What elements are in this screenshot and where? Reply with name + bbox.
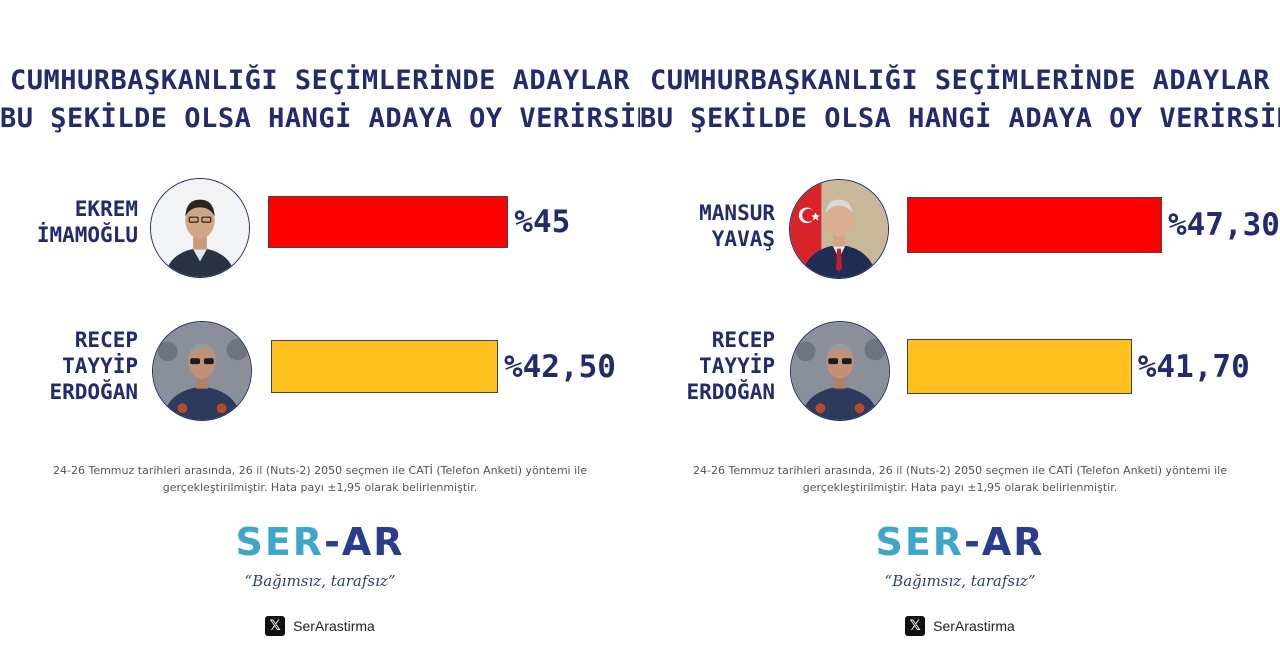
candidate-name-line: TAYYİP bbox=[699, 354, 775, 378]
note-line-2: gerçekleştirilmiştir. Hata payı ±1,95 ol… bbox=[802, 481, 1118, 494]
portrait-icon bbox=[151, 179, 249, 277]
candidate-name: MANSUR YAVAŞ bbox=[699, 200, 775, 252]
title-line-1: CUMHURBAŞKANLIĞI SEÇİMLERİNDE ADAYLAR bbox=[650, 65, 1270, 96]
chart-title: CUMHURBAŞKANLIĞI SEÇİMLERİNDE ADAYLAR BU… bbox=[640, 62, 1280, 138]
title-line-1: CUMHURBAŞKANLIĞI SEÇİMLERİNDE ADAYLAR bbox=[10, 65, 630, 96]
poll-panel-right: CUMHURBAŞKANLIĞI SEÇİMLERİNDE ADAYLAR BU… bbox=[640, 0, 1280, 660]
social-link[interactable]: 𝕏 SerArastirma bbox=[0, 616, 640, 636]
poll-panel-left: CUMHURBAŞKANLIĞI SEÇİMLERİNDE ADAYLAR BU… bbox=[0, 62, 704, 636]
candidate-name: EKREM İMAMOĞLU bbox=[37, 196, 138, 248]
bar bbox=[907, 197, 1162, 253]
note-line-1: 24-26 Temmuz tarihleri arasında, 26 il (… bbox=[53, 464, 587, 477]
percentage-label: %47,30 bbox=[1167, 207, 1280, 243]
social-handle: SerArastirma bbox=[933, 618, 1015, 634]
methodology-note: 24-26 Temmuz tarihleri arasında, 26 il (… bbox=[0, 462, 640, 496]
note-line-1: 24-26 Temmuz tarihleri arasında, 26 il (… bbox=[693, 464, 1227, 477]
candidate-photo-avatar bbox=[150, 178, 250, 278]
ser-ar-logo: SER-AR bbox=[640, 520, 1280, 564]
social-handle: SerArastirma bbox=[293, 618, 375, 634]
candidate-name-line: ERDOĞAN bbox=[49, 380, 138, 404]
candidate-name-line: İMAMOĞLU bbox=[36, 223, 138, 247]
candidate-photo-avatar bbox=[789, 179, 889, 279]
percentage-label: %42,50 bbox=[503, 348, 616, 385]
candidate-name-line: TAYYİP bbox=[62, 354, 138, 378]
logo-right: AR bbox=[341, 520, 405, 564]
title-line-2: BU ŞEKİLDE OLSA HANGİ ADAYA OY VERİRSİNİ… bbox=[640, 103, 1280, 134]
bar bbox=[268, 196, 509, 248]
candidate-name: RECEP TAYYİP ERDOĞAN bbox=[686, 327, 775, 405]
logo-text: SER-AR bbox=[875, 520, 1044, 564]
candidate-name-line: ERDOĞAN bbox=[686, 380, 775, 404]
percentage-label: %45 bbox=[514, 204, 571, 240]
bar-track bbox=[268, 196, 802, 248]
bar-track bbox=[907, 197, 1280, 253]
methodology-note: 24-26 Temmuz tarihleri arasında, 26 il (… bbox=[640, 462, 1280, 496]
tagline: “Bağımsız, tarafsız” bbox=[244, 572, 396, 590]
candidate-name-line: RECEP bbox=[74, 328, 138, 352]
portrait-icon bbox=[153, 322, 251, 420]
social-link[interactable]: 𝕏 SerArastirma bbox=[640, 616, 1280, 636]
logo-left: SER bbox=[235, 520, 325, 564]
bar bbox=[271, 340, 498, 393]
x-logo-icon: 𝕏 bbox=[905, 616, 926, 636]
tagline: “Bağımsız, tarafsız” bbox=[884, 572, 1036, 590]
candidate-photo-avatar bbox=[790, 321, 890, 421]
bar bbox=[907, 339, 1132, 394]
portrait-icon bbox=[791, 322, 889, 420]
candidate-name-line: RECEP bbox=[711, 328, 775, 352]
note-line-2: gerçekleştirilmiştir. Hata payı ±1,95 ol… bbox=[162, 481, 478, 494]
candidate-name-line: EKREM bbox=[74, 197, 138, 221]
candidate-name-line: MANSUR bbox=[699, 201, 775, 225]
logo-right: AR bbox=[981, 520, 1045, 564]
candidate-name-line: YAVAŞ bbox=[711, 227, 775, 251]
x-logo-icon: 𝕏 bbox=[265, 616, 286, 636]
title-line-2: BU ŞEKİLDE OLSA HANGİ ADAYA OY VERİRSİNİ… bbox=[0, 103, 704, 134]
percentage-label: %41,70 bbox=[1137, 348, 1250, 385]
bar-track bbox=[271, 340, 805, 393]
portrait-icon bbox=[790, 180, 888, 278]
candidate-photo-avatar bbox=[152, 321, 252, 421]
bar-track bbox=[907, 339, 1280, 394]
ser-ar-logo: SER-AR bbox=[0, 520, 640, 564]
chart-title: CUMHURBAŞKANLIĞI SEÇİMLERİNDE ADAYLAR BU… bbox=[0, 62, 704, 138]
logo-dash: - bbox=[964, 520, 982, 564]
candidate-name: RECEP TAYYİP ERDOĞAN bbox=[49, 327, 138, 405]
logo-dash: - bbox=[324, 520, 342, 564]
logo-text: SER-AR bbox=[235, 520, 404, 564]
logo-left: SER bbox=[875, 520, 965, 564]
